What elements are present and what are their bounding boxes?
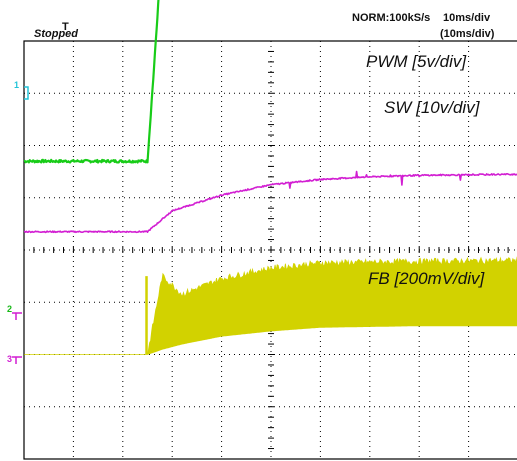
pwm-trace-label: PWM [5v/div]: [366, 52, 467, 71]
acquisition-rate-label: NORM:100kS/s: [352, 12, 430, 24]
trace-line-sw: [23, 0, 160, 164]
channel-3-number: 3: [7, 354, 12, 364]
channel-1-marker: 1: [14, 80, 29, 100]
channel-2-marker: 2: [7, 304, 22, 320]
channel-2-number: 2: [7, 304, 12, 314]
channel-3-marker: 3: [7, 354, 22, 364]
trace-ch3: [24, 256, 517, 355]
trace-line-2: [23, 170, 517, 234]
waveform-traces: [23, 0, 517, 355]
trace-ch3-band: [24, 256, 517, 355]
fb-trace-label: FB [200mV/div]: [368, 269, 485, 288]
trace-chsw: [23, 0, 160, 164]
status-label: Stopped: [34, 28, 78, 40]
trace-ch2: [23, 170, 517, 234]
channel-1-number: 1: [14, 80, 19, 90]
sw-trace-label: SW [10v/div]: [384, 98, 481, 117]
timebase-label: 10ms/div: [443, 12, 491, 24]
timebase-sub-label: (10ms/div): [440, 28, 495, 40]
trigger-time-marker: T: [62, 21, 69, 33]
